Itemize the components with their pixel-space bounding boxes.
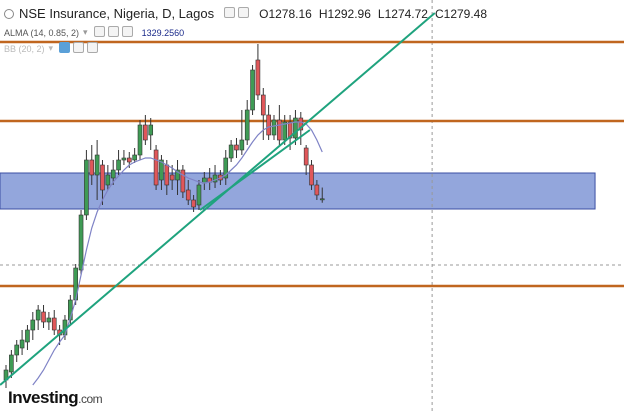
candle-body xyxy=(105,174,111,186)
candle-body xyxy=(271,119,277,136)
candle-body xyxy=(51,317,57,331)
indicator-row: BB (20, 2) ▾ xyxy=(4,42,101,55)
candle-body xyxy=(89,159,95,176)
candle-body xyxy=(19,339,25,349)
ohlc-value: 1274.72 xyxy=(384,6,428,21)
ohlc-label: H xyxy=(318,6,328,21)
trend-line xyxy=(199,129,311,211)
icons[interactable] xyxy=(224,6,252,21)
candle-body xyxy=(293,117,298,139)
candle-body xyxy=(14,344,20,356)
candle-body xyxy=(298,117,304,131)
candle-body xyxy=(9,354,14,373)
ohlc-item: H1292.96 xyxy=(319,7,371,21)
candle-body xyxy=(266,114,271,136)
trend-line xyxy=(0,12,436,386)
candle-body xyxy=(25,329,30,343)
candle-body xyxy=(250,69,255,111)
candle-body xyxy=(110,169,116,179)
candle-body xyxy=(244,109,250,141)
candle-body xyxy=(148,124,154,136)
candle-body xyxy=(94,154,100,176)
candle-body xyxy=(309,164,314,186)
candle-body xyxy=(159,159,164,181)
ohlc-value: 1279.48 xyxy=(443,6,488,21)
candle-body xyxy=(260,94,266,116)
candle-body xyxy=(132,154,137,161)
candle-body xyxy=(121,157,127,161)
candle-body xyxy=(46,317,52,323)
indicator-value: 1329.2560 xyxy=(141,27,185,38)
candle-body xyxy=(84,159,89,216)
candle-body xyxy=(143,124,148,141)
candle-body xyxy=(314,184,320,196)
ohlc-item: O1278.16 xyxy=(259,7,312,21)
ohlc-value: 1278.16 xyxy=(268,6,312,21)
candle-body xyxy=(180,169,186,193)
symbol-icon xyxy=(4,8,14,19)
dropdown[interactable]: ▾ xyxy=(48,43,54,53)
candle-body xyxy=(185,189,191,201)
zone xyxy=(0,172,596,210)
icons[interactable] xyxy=(93,26,136,39)
candle-body xyxy=(191,199,196,208)
logo-name: Investing xyxy=(8,388,79,407)
candle-body xyxy=(255,59,261,96)
ohlc-value: 1292.96 xyxy=(327,6,371,21)
candle-body xyxy=(137,124,143,156)
candle-body xyxy=(30,319,36,331)
candle-body xyxy=(282,121,288,141)
candle-body xyxy=(228,144,234,159)
candle-body xyxy=(277,119,282,141)
candle-body xyxy=(212,174,218,183)
candle-body xyxy=(41,311,46,323)
ohlc-item: L1274.72 xyxy=(378,7,428,21)
indicator-name: ALMA (14, 0.85, 2) xyxy=(4,27,80,38)
ohlc-item: C1279.48 xyxy=(435,7,487,21)
ohlc: O1278.16 H1292.96 L1274.72 C1279.48 xyxy=(252,7,487,21)
candle-body xyxy=(35,309,41,321)
candle-body xyxy=(169,174,175,181)
ohlc-label: C xyxy=(434,6,444,21)
ohlc-label: O xyxy=(259,6,269,21)
logo-suffix: .com xyxy=(78,392,103,406)
candle-body xyxy=(164,164,170,186)
candle-body xyxy=(319,198,325,201)
dropdown[interactable]: ▾ xyxy=(83,27,88,37)
indicator-row: ALMA (14, 0.85, 2) ▾ 1329.2560 xyxy=(4,26,184,39)
candle-body xyxy=(126,157,132,163)
candle-body xyxy=(234,144,239,151)
logo: Investing.com xyxy=(8,388,103,408)
chart-title: NSE Insurance, Nigeria, D, Lagos xyxy=(19,6,215,21)
icons[interactable] xyxy=(59,42,101,55)
candle-body xyxy=(100,164,105,191)
candle-body xyxy=(239,139,245,151)
candle-body xyxy=(116,159,121,171)
candle-body xyxy=(175,169,180,181)
candle-body xyxy=(303,147,309,166)
ohlc-label: L xyxy=(377,6,385,21)
indicator-name: BB (20, 2) xyxy=(4,43,45,54)
candle-body xyxy=(153,149,159,186)
indicator-line xyxy=(32,121,323,386)
candle-body xyxy=(78,214,84,271)
candle-body xyxy=(196,184,202,206)
legend-row: NSE Insurance, Nigeria, D, Lagos O1278.1… xyxy=(4,6,487,21)
candle-body xyxy=(223,157,229,179)
